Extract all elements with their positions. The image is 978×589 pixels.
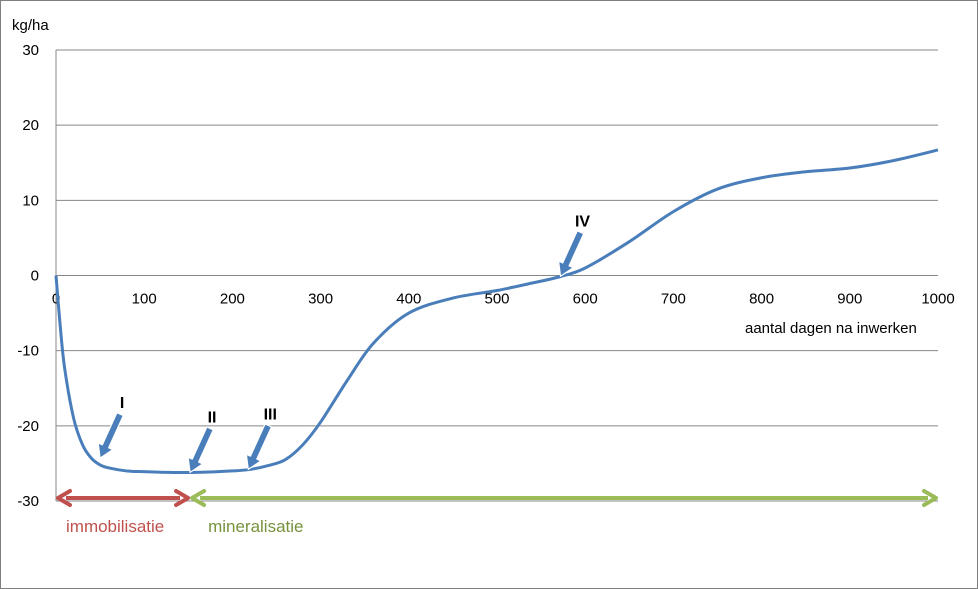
marker-arrow-shape-3 — [558, 230, 585, 277]
y-tick-label-3: 0 — [31, 268, 39, 285]
x-tick-label-3: 300 — [308, 291, 333, 308]
x-tick-label-0: 0 — [52, 291, 60, 308]
marker-arrow-2 — [245, 423, 273, 471]
y-tick-label-4: -10 — [17, 343, 39, 360]
y-tick-label-1: 20 — [22, 117, 39, 134]
x-tick-label-2: 200 — [220, 291, 245, 308]
marker-label-2: III — [264, 406, 277, 423]
marker-arrow-shape-1 — [187, 426, 214, 474]
x-tick-label-8: 800 — [749, 291, 774, 308]
y-axis-label: kg/ha — [12, 17, 49, 34]
marker-label-3: IV — [575, 213, 590, 230]
y-tick-label-6: -30 — [17, 493, 39, 510]
grid-lines — [55, 49, 938, 502]
marker-arrow-1 — [187, 426, 214, 474]
marker-arrow-shape-0 — [97, 412, 124, 459]
y-tick-label-0: 30 — [22, 42, 39, 59]
x-tick-label-4: 400 — [396, 291, 421, 308]
series-line — [54, 148, 939, 475]
phase-arrowhead-end-1 — [922, 488, 938, 507]
phase-label-0: immobilisatie — [66, 517, 164, 536]
x-tick-label-10: 1000 — [921, 291, 954, 308]
x-tick-label-6: 600 — [573, 291, 598, 308]
phase-arrowhead-end-0 — [174, 488, 191, 507]
phase-arrows: immobilisatie mineralisatie — [56, 488, 938, 536]
y-tick-label-5: -20 — [17, 418, 39, 435]
marker-arrow-shape-2 — [245, 423, 273, 471]
marker-label-1: II — [208, 409, 217, 426]
marker-label-0: I — [120, 395, 124, 412]
x-tick-label-7: 700 — [661, 291, 686, 308]
x-axis-ticks: 0 100 200 300 400 500 600 700 800 900 1000 — [52, 291, 955, 308]
phase-arrowhead-start-0 — [56, 488, 72, 507]
x-tick-label-1: 100 — [132, 291, 157, 308]
y-axis-ticks: 30 20 10 0 -10 -20 -30 — [17, 42, 39, 510]
x-tick-label-5: 500 — [484, 291, 509, 308]
y-tick-label-2: 10 — [22, 192, 39, 209]
x-tick-label-9: 900 — [837, 291, 862, 308]
x-axis-label: aantal dagen na inwerken — [745, 320, 917, 337]
phase-arrowhead-start-1 — [190, 488, 207, 507]
phase-label-1: mineralisatie — [208, 517, 303, 536]
marker-arrow-0 — [97, 412, 124, 459]
marker-arrow-3 — [558, 230, 585, 277]
